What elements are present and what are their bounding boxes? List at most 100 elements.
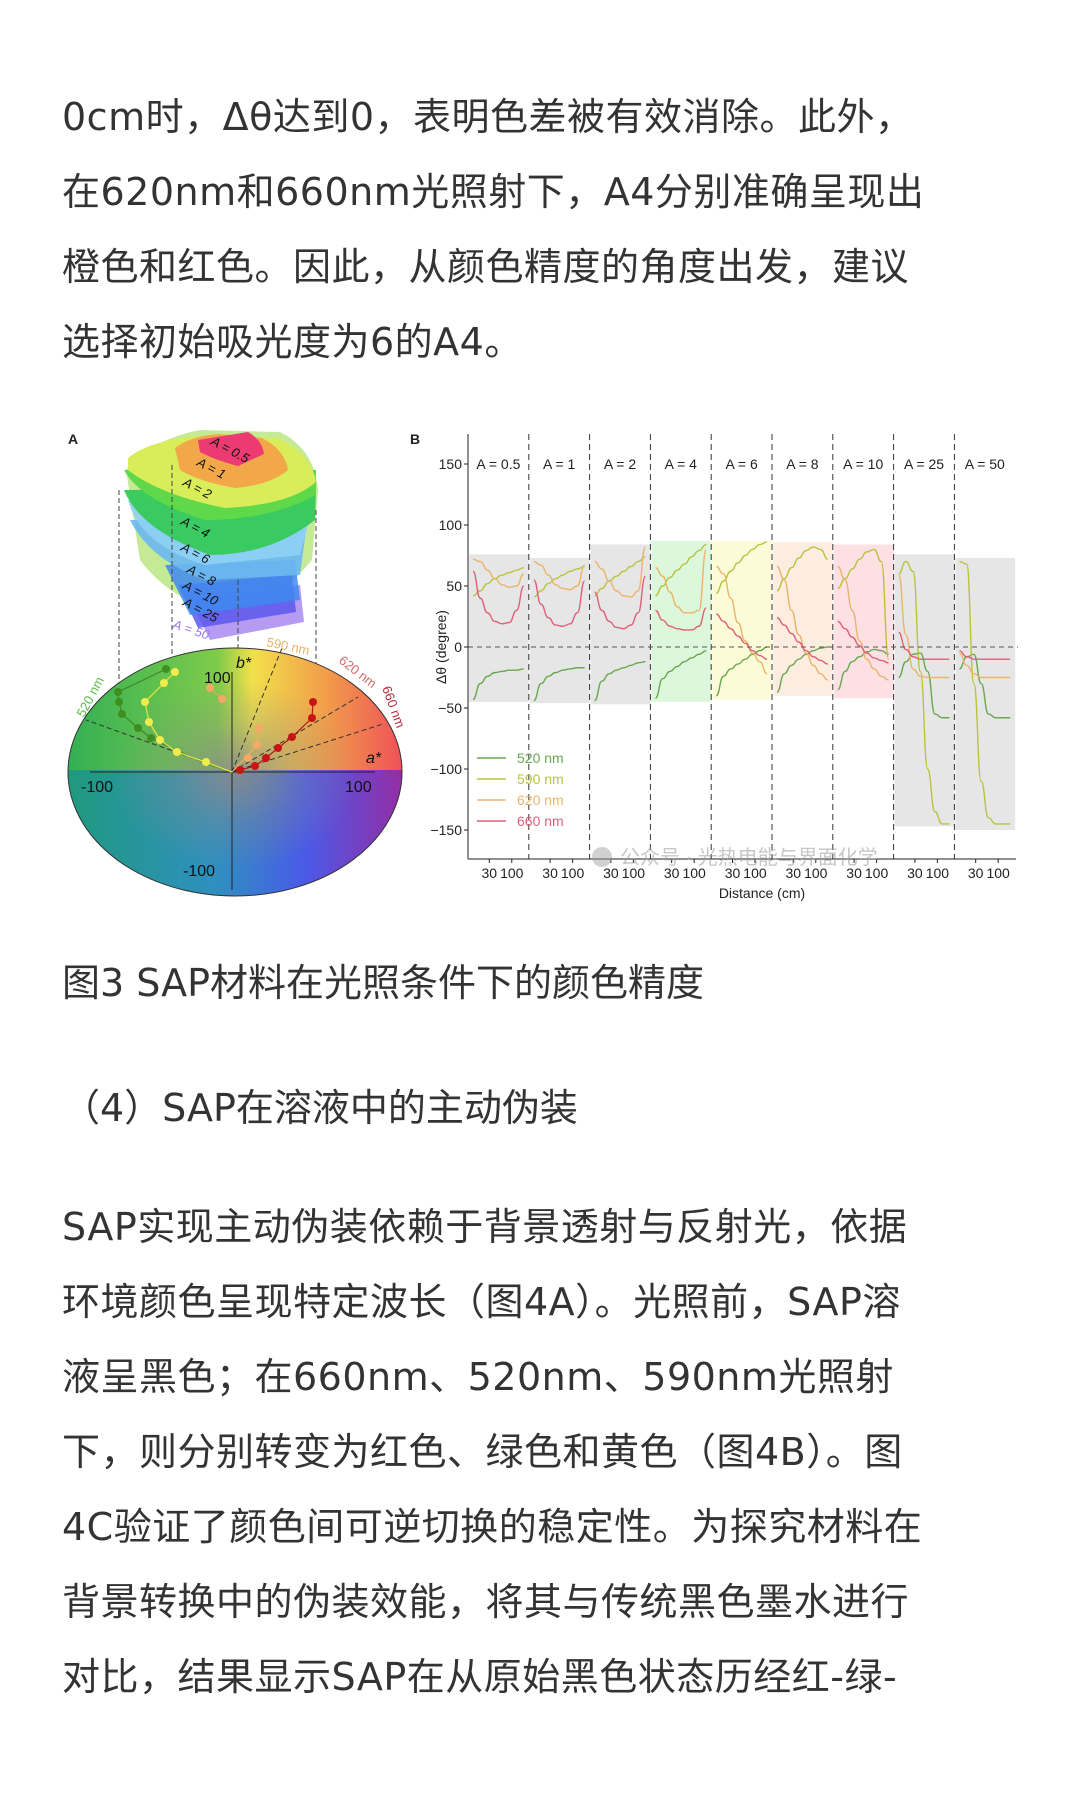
series-line-590nm <box>655 543 707 597</box>
x-tick-label: 100 <box>986 865 1010 881</box>
x-tick-label: 30 <box>968 865 984 881</box>
legend-label: 590 nm <box>517 771 564 787</box>
section-heading: （4）SAP在溶液中的主动伪装 <box>62 1086 578 1130</box>
axis-a-label: a* <box>366 750 382 767</box>
x-tick-label: 30 <box>907 865 923 881</box>
text-line: 液呈黑色；在660nm、520nm、590nm光照射 <box>62 1355 894 1399</box>
x-ticks: 30 100 30 100 30 100 30 100 30 100 30 100 30 100 30 100… <box>481 859 1010 881</box>
trajectory-590 <box>141 668 233 773</box>
shaded-band <box>955 557 1016 830</box>
legend-label: 520 nm <box>517 750 564 766</box>
shaded-bands <box>469 540 1016 830</box>
facet-label: A = 10 <box>843 456 883 472</box>
series-line-590nm <box>959 560 1011 825</box>
series-line-520nm <box>715 646 768 697</box>
series-line-520nm <box>776 646 828 693</box>
y-tick-label: 100 <box>439 517 463 533</box>
panel-b-label: B <box>410 431 420 447</box>
tick-label: 100 <box>204 670 231 687</box>
legend-label: 660 nm <box>517 813 564 829</box>
series-line-590nm <box>898 560 950 825</box>
x-tick-label: 100 <box>622 865 646 881</box>
series-line-520nm <box>898 652 950 719</box>
series-line-590nm <box>837 548 890 660</box>
text-line: 对比，结果显示SAP在从原始黑色状态历经红-绿- <box>62 1655 898 1699</box>
series-line-660nm <box>472 570 525 625</box>
text-line: SAP实现主动伪装依赖于背景透射与反射光，依据 <box>62 1205 908 1249</box>
series-line-520nm <box>472 668 524 701</box>
x-axis-label: Distance (cm) <box>719 885 805 901</box>
figure-caption: 图3 SAP材料在光照条件下的颜色精度 <box>62 961 704 1005</box>
series-line-620nm <box>655 548 707 614</box>
x-tick-label: 100 <box>743 865 767 881</box>
x-tick-label: 30 <box>725 865 741 881</box>
series-line-660nm <box>898 631 950 660</box>
paragraph-1: 0cm时，Δθ达到0，表明色差被有效消除。此外， 在620nm和660nm光照射… <box>62 80 1022 380</box>
tick-label: 100 <box>345 779 372 796</box>
series-line-590nm <box>776 546 829 592</box>
y-tick-label: −150 <box>430 822 462 838</box>
absorbance-layers: A = 0.5 A = 1 A = 2 A = 4 A = 6 A = 8 A … <box>124 430 318 643</box>
legend-label: 620 nm <box>517 792 564 808</box>
shaded-band <box>894 554 955 827</box>
text-line: 0cm时，Δθ达到0，表明色差被有效消除。此外， <box>62 95 914 139</box>
series-line-660nm <box>716 613 768 660</box>
figure-3: A A = 0.5 A = 1 A = 2 A = 4 <box>0 420 1080 920</box>
series-line-620nm <box>594 546 647 598</box>
series-line-660nm <box>776 617 828 665</box>
facet-label: A = 8 <box>786 456 819 472</box>
facet-label: A = 25 <box>904 456 944 472</box>
shaded-band <box>590 544 651 705</box>
series-line-660nm <box>959 649 1011 660</box>
text-line: 下，则分别转变为红色、绿色和黄色（图4B）。图 <box>62 1430 903 1474</box>
trajectory-620 <box>206 684 263 773</box>
series-line-590nm <box>594 556 646 597</box>
facet-label: A = 2 <box>604 456 637 472</box>
y-tick-label: 50 <box>446 578 462 594</box>
paragraph-2: SAP实现主动伪装依赖于背景透射与反射光，依据 环境颜色呈现特定波长（图4A）。… <box>62 1190 1022 1715</box>
x-tick-label: 100 <box>561 865 585 881</box>
x-tick-label: 100 <box>682 865 706 881</box>
panel-a-label: A <box>68 431 78 447</box>
facet-labels: A = 0.5 A = 1 A = 2 A = 4 A = 6 A = 8 A = 10 A … <box>476 456 1005 472</box>
watermark: 公众号 · 光热电能与界面化学 <box>620 846 878 869</box>
series-line-620nm <box>472 558 525 588</box>
x-tick-label: 100 <box>804 865 828 881</box>
x-tick-label: 30 <box>664 865 680 881</box>
series-line-520nm <box>533 667 585 702</box>
y-tick-label: 150 <box>439 456 463 472</box>
series-line-660nm <box>594 575 647 630</box>
series-line-620nm <box>776 565 828 681</box>
series-line-620nm <box>533 560 586 591</box>
x-tick-label: 100 <box>865 865 889 881</box>
text-line: 背景转换中的伪装效能，将其与传统黑色墨水进行 <box>62 1580 910 1624</box>
series-line-620nm <box>959 652 1011 679</box>
axis-b-label: b* <box>236 655 252 672</box>
chart-curves <box>472 541 1011 825</box>
y-tick-label: −50 <box>438 700 462 716</box>
series-line-520nm <box>594 660 646 702</box>
text-line: 在620nm和660nm光照射下，A4分别准确呈现出 <box>62 170 925 214</box>
text-line: 橙色和红色。因此，从颜色精度的角度出发，建议 <box>62 245 910 289</box>
facet-label: A = 50 <box>965 456 1005 472</box>
series-line-590nm <box>533 565 585 598</box>
panel-b: B A = 0.5 A = 1 A = 2 A = 4 A = 6 A = 8 A = 10… <box>410 431 1018 901</box>
x-tick-label: 30 <box>603 865 619 881</box>
series-line-660nm <box>837 620 889 664</box>
facet-label: A = 0.5 <box>476 456 520 472</box>
series-line-590nm <box>715 541 768 595</box>
text-line: 环境颜色呈现特定波长（图4A）。光照前，SAP溶 <box>62 1280 901 1324</box>
shaded-band <box>773 542 833 696</box>
shaded-band <box>469 554 529 702</box>
series-line-520nm <box>655 649 707 699</box>
y-tick-label: 0 <box>454 639 462 655</box>
facet-label: A = 6 <box>725 456 758 472</box>
tick-label: -100 <box>183 863 215 880</box>
series-line-660nm <box>533 579 586 627</box>
series-line-620nm <box>897 573 950 679</box>
x-tick-label: 30 <box>846 865 862 881</box>
x-tick-label: 100 <box>500 865 524 881</box>
x-tick-label: 100 <box>926 865 950 881</box>
trajectory-660 <box>236 698 317 774</box>
series-line-590nm <box>472 567 524 597</box>
